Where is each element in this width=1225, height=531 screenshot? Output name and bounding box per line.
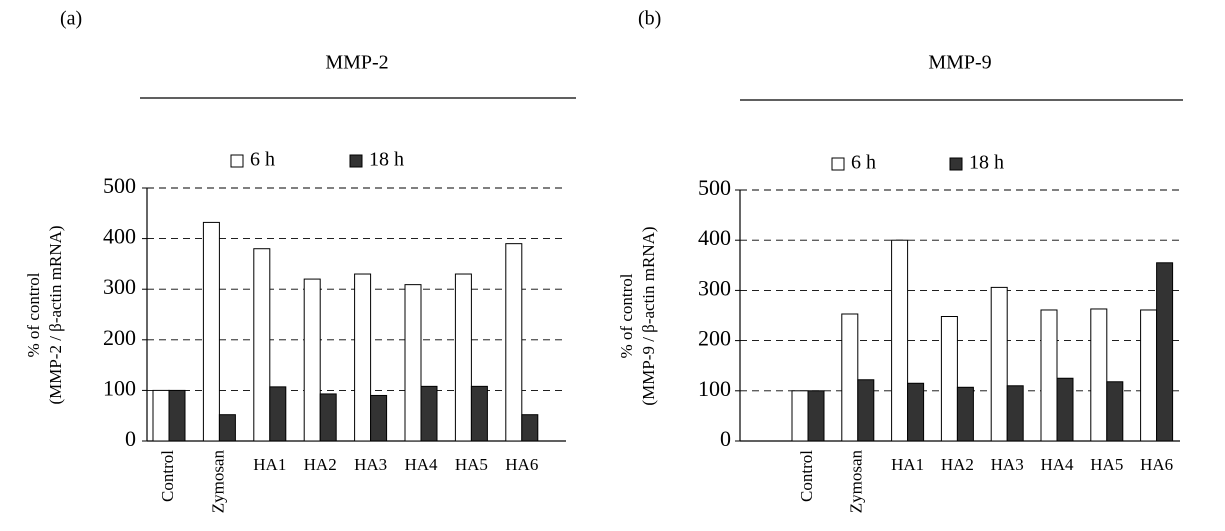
bar-6h-ha4 — [404, 284, 422, 442]
y-grid: 0 100 200 300 400 500 — [103, 173, 566, 451]
legend-label-0: 6 h — [250, 149, 275, 171]
bar-18h-ha3 — [1006, 385, 1024, 442]
x-tick-label: Control — [158, 450, 177, 502]
y-axis-label-line1: % of control — [24, 272, 43, 357]
bar-18h-control — [168, 389, 186, 442]
x-tick-label: HA4 — [404, 455, 438, 474]
legend-swatch-1 — [949, 157, 963, 171]
bar-18h-ha4 — [1056, 377, 1074, 442]
bar-6h-ha4 — [1040, 309, 1058, 442]
y-axis-label-line2: (MMP-9 / β-actin mRNA) — [639, 226, 658, 405]
legend-swatch-1 — [349, 154, 363, 168]
y-tick-label: 200 — [103, 325, 136, 350]
bar-18h-ha5 — [470, 385, 488, 442]
bar-18h-control — [807, 390, 825, 442]
bar-18h-ha4 — [420, 385, 438, 442]
y-tick-label: 100 — [698, 376, 731, 401]
bar-18h-ha1 — [269, 386, 287, 442]
x-tick-label: HA1 — [891, 455, 924, 474]
bar-6h-ha6 — [1140, 309, 1158, 442]
y-axis-label-line2: (MMP-2 / β-actin mRNA) — [46, 225, 65, 404]
chart-panel-a: (a) MMP-2 6 h 18 h 0 100 200 300 400 500 % of cont… — [24, 8, 576, 514]
x-tick-label: HA2 — [941, 455, 974, 474]
bar-18h-zymosan — [857, 379, 875, 442]
x-tick-label: HA5 — [1090, 455, 1123, 474]
y-tick-label: 300 — [103, 274, 136, 299]
y-tick-label: 200 — [698, 326, 731, 351]
x-tick-label: HA6 — [1140, 455, 1173, 474]
x-tick-label: HA1 — [253, 455, 286, 474]
y-tick-label: 0 — [720, 426, 731, 451]
panel-label: (b) — [638, 8, 661, 30]
chart-title: MMP-9 — [928, 52, 991, 74]
x-tick-label: HA3 — [354, 455, 387, 474]
x-tick-label: HA3 — [991, 455, 1024, 474]
bar-6h-ha6 — [505, 243, 523, 442]
legend-label-0: 6 h — [851, 152, 876, 174]
chart-title: MMP-2 — [325, 52, 388, 74]
bar-6h-ha1 — [891, 239, 909, 442]
bar-18h-zymosan — [218, 414, 236, 442]
bar-6h-ha3 — [990, 286, 1008, 442]
legend-swatch-0 — [831, 157, 845, 171]
legend-swatch-0 — [230, 154, 244, 168]
x-tick-label: HA2 — [304, 455, 337, 474]
bar-18h-ha1 — [907, 382, 925, 442]
bar-6h-ha2 — [940, 316, 958, 442]
chart-panel-b: (b) MMP-9 6 h 18 h 0 100 200 300 400 500 % of cont… — [617, 8, 1183, 514]
y-tick-label: 0 — [125, 426, 136, 451]
legend-label-1: 18 h — [369, 149, 404, 171]
bars — [791, 239, 1174, 442]
bar-18h-ha3 — [370, 394, 388, 442]
bar-6h-control — [152, 389, 170, 442]
panel-label: (a) — [60, 8, 82, 30]
bar-6h-zymosan — [841, 313, 859, 442]
bar-6h-ha1 — [253, 248, 271, 442]
y-tick-label: 500 — [103, 173, 136, 198]
bar-18h-ha2 — [956, 386, 974, 442]
bar-6h-ha5 — [1090, 308, 1108, 442]
y-tick-label: 400 — [103, 224, 136, 249]
bar-18h-ha2 — [319, 393, 337, 442]
bar-6h-ha3 — [354, 273, 372, 442]
bars — [152, 221, 539, 442]
x-tick-label: HA6 — [505, 455, 538, 474]
legend: 6 h 18 h — [230, 149, 404, 171]
bar-6h-ha5 — [454, 273, 472, 442]
y-tick-label: 300 — [698, 275, 731, 300]
bar-18h-ha6 — [521, 414, 539, 442]
x-tick-labels: Control Zymosan HA1 HA2 HA3 HA4 HA5 HA6 — [158, 450, 538, 514]
x-tick-label: Zymosan — [847, 450, 866, 514]
x-tick-label: Zymosan — [208, 450, 227, 514]
x-tick-labels: Control Zymosan HA1 HA2 HA3 HA4 HA5 HA6 — [797, 450, 1173, 514]
y-axis-label: % of control (MMP-9 / β-actin mRNA) — [617, 226, 658, 405]
y-tick-label: 100 — [103, 375, 136, 400]
x-tick-label: HA4 — [1040, 455, 1074, 474]
bar-6h-zymosan — [202, 221, 220, 442]
bar-18h-ha6 — [1156, 262, 1174, 442]
bar-18h-ha5 — [1106, 381, 1124, 442]
y-tick-label: 500 — [698, 175, 731, 200]
y-axis-label: % of control (MMP-2 / β-actin mRNA) — [24, 225, 65, 404]
x-tick-label: HA5 — [455, 455, 488, 474]
bar-6h-control — [791, 390, 809, 442]
legend: 6 h 18 h — [831, 152, 1004, 174]
legend-label-1: 18 h — [969, 152, 1004, 174]
bar-6h-ha2 — [303, 278, 321, 442]
y-axis-label-line1: % of control — [617, 273, 636, 358]
x-tick-label: Control — [797, 450, 816, 502]
y-tick-label: 400 — [698, 225, 731, 250]
